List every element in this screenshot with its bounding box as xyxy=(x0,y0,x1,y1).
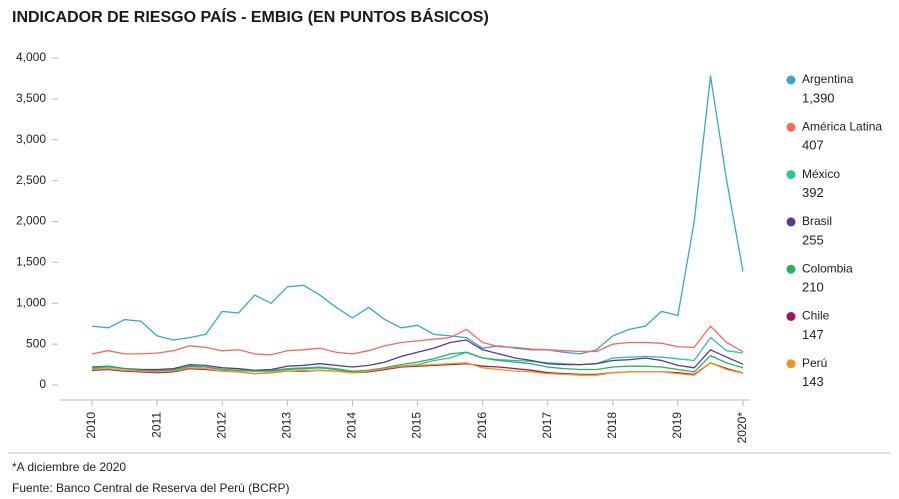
x-tick-label: 2019 xyxy=(670,412,684,439)
series-line xyxy=(91,351,744,373)
x-tick-label: 2012 xyxy=(214,412,228,439)
x-tick-label: 2014 xyxy=(345,412,359,439)
y-tick-label: 4,000 xyxy=(16,50,46,64)
legend-value: 143 xyxy=(802,374,824,389)
x-tick-label: 2015 xyxy=(410,412,424,439)
legend-label: América Latina xyxy=(802,119,882,133)
x-tick-label: 2013 xyxy=(279,412,293,439)
series-line xyxy=(91,362,744,376)
y-tick-label: 1,500 xyxy=(16,255,46,269)
x-tick-label: 2016 xyxy=(475,412,489,439)
legend-value: 407 xyxy=(802,138,824,153)
legend-value: 255 xyxy=(802,232,824,247)
legend-label: Colombia xyxy=(802,261,853,275)
y-tick-label: 1,000 xyxy=(16,295,46,309)
series-line xyxy=(91,75,744,355)
legend-swatch xyxy=(786,264,796,274)
x-tick-label: 2017 xyxy=(540,412,554,439)
source: Fuente: Banco Central de Reserva del Per… xyxy=(12,481,289,495)
y-tick-label: 0 xyxy=(39,377,46,391)
legend-label: Chile xyxy=(802,309,830,323)
legend-label: Perú xyxy=(802,356,827,370)
legend-value: 147 xyxy=(802,327,824,342)
series-line xyxy=(91,325,744,356)
y-tick-label: 2,000 xyxy=(16,214,46,228)
x-tick-label: 2011 xyxy=(149,412,163,438)
x-tick-label: 2010 xyxy=(84,412,98,439)
series-line xyxy=(91,339,744,371)
legend-value: 1,390 xyxy=(802,90,835,105)
y-tick-label: 3,000 xyxy=(16,132,46,146)
y-tick-label: 3,500 xyxy=(16,91,46,105)
chart-title: INDICADOR DE RIESGO PAÍS - EMBIG (EN PUN… xyxy=(12,7,489,26)
legend-label: Argentina xyxy=(802,72,854,86)
footnote: *A diciembre de 2020 xyxy=(12,460,126,474)
x-tick-label: 2020* xyxy=(735,412,749,444)
legend-label: México xyxy=(802,167,840,181)
legend-swatch xyxy=(786,312,796,321)
y-tick-label: 500 xyxy=(26,336,46,350)
legend-swatch xyxy=(786,359,796,369)
legend-swatch xyxy=(786,75,796,85)
y-tick-label: 2,500 xyxy=(16,173,46,187)
legend-swatch xyxy=(786,217,796,227)
legend-swatch xyxy=(786,122,796,132)
legend-label: Brasil xyxy=(802,214,832,228)
legend-value: 392 xyxy=(802,185,824,200)
legend-value: 210 xyxy=(802,280,824,295)
x-tick-label: 2018 xyxy=(605,412,619,439)
legend-swatch xyxy=(786,170,796,180)
